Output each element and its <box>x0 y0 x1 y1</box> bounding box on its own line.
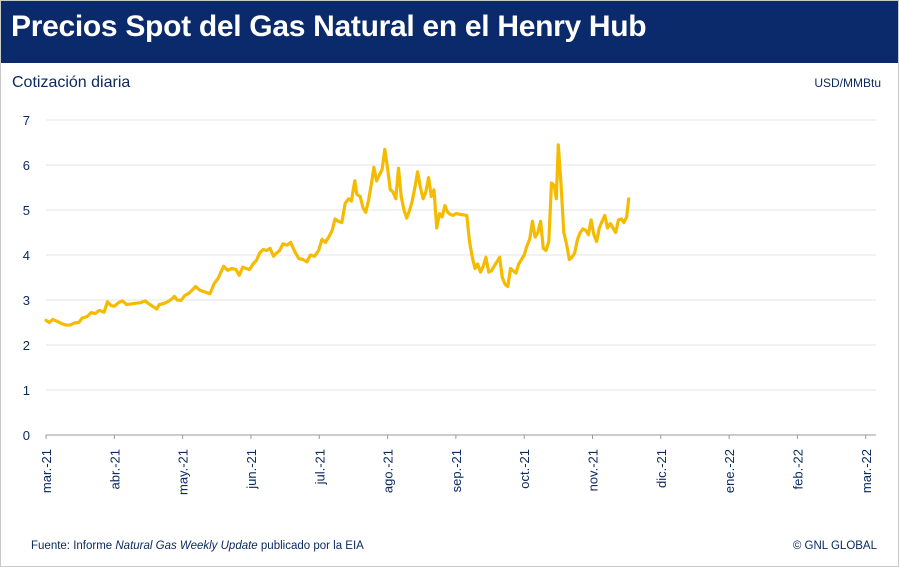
y-tick-label: 5 <box>23 203 30 218</box>
x-tick-label: mar.-22 <box>859 449 874 493</box>
x-tick-label: abr.-21 <box>107 449 122 489</box>
x-tick-label: oct.-21 <box>517 449 532 489</box>
x-tick-label: nov.-21 <box>586 449 601 491</box>
gridlines <box>46 119 876 391</box>
x-tick-label: feb.-22 <box>790 449 805 489</box>
copyright-label: © GNL GLOBAL <box>792 540 877 552</box>
x-tick-label: ene.-22 <box>722 449 737 493</box>
x-tick-label: may.-21 <box>176 449 191 495</box>
x-tick-label: ago.-21 <box>381 449 396 493</box>
y-axis-ticks: 0 1 2 3 4 5 6 7 <box>23 113 30 443</box>
title-banner: Precios Spot del Gas Natural en el Henry… <box>1 1 898 63</box>
x-axis <box>45 434 876 439</box>
source-suffix: publicado por la EIA <box>257 540 364 552</box>
x-tick-label: mar.-21 <box>39 449 54 493</box>
y-tick-label: 2 <box>23 338 30 353</box>
page-title: Precios Spot del Gas Natural en el Henry… <box>11 10 647 43</box>
source-publication: Natural Gas Weekly Update <box>115 540 258 552</box>
chart-subtitle: Cotización diaria <box>12 74 131 91</box>
y-tick-label: 1 <box>23 383 30 398</box>
x-axis-ticks: mar.-21 abr.-21 may.-21 jun.-21 jul.-21 ago.-… <box>39 449 874 495</box>
series-layer <box>44 143 631 327</box>
y-tick-label: 4 <box>23 248 30 263</box>
y-tick-label: 3 <box>23 293 30 308</box>
source-note: Fuente: Informe Natural Gas Weekly Updat… <box>31 540 364 552</box>
y-tick-label: 0 <box>23 428 30 443</box>
source-prefix: Fuente: Informe <box>31 540 116 552</box>
x-tick-label: jun.-21 <box>244 449 259 490</box>
x-tick-label: jul.-21 <box>312 449 327 485</box>
y-tick-label: 6 <box>23 158 30 173</box>
unit-label: USD/MMBtu <box>814 76 881 90</box>
series-line-henry-hub-price <box>44 143 631 327</box>
x-tick-label: sep.-21 <box>449 449 464 492</box>
x-tick-label: dic.-21 <box>654 449 669 488</box>
y-tick-label: 7 <box>23 113 30 128</box>
